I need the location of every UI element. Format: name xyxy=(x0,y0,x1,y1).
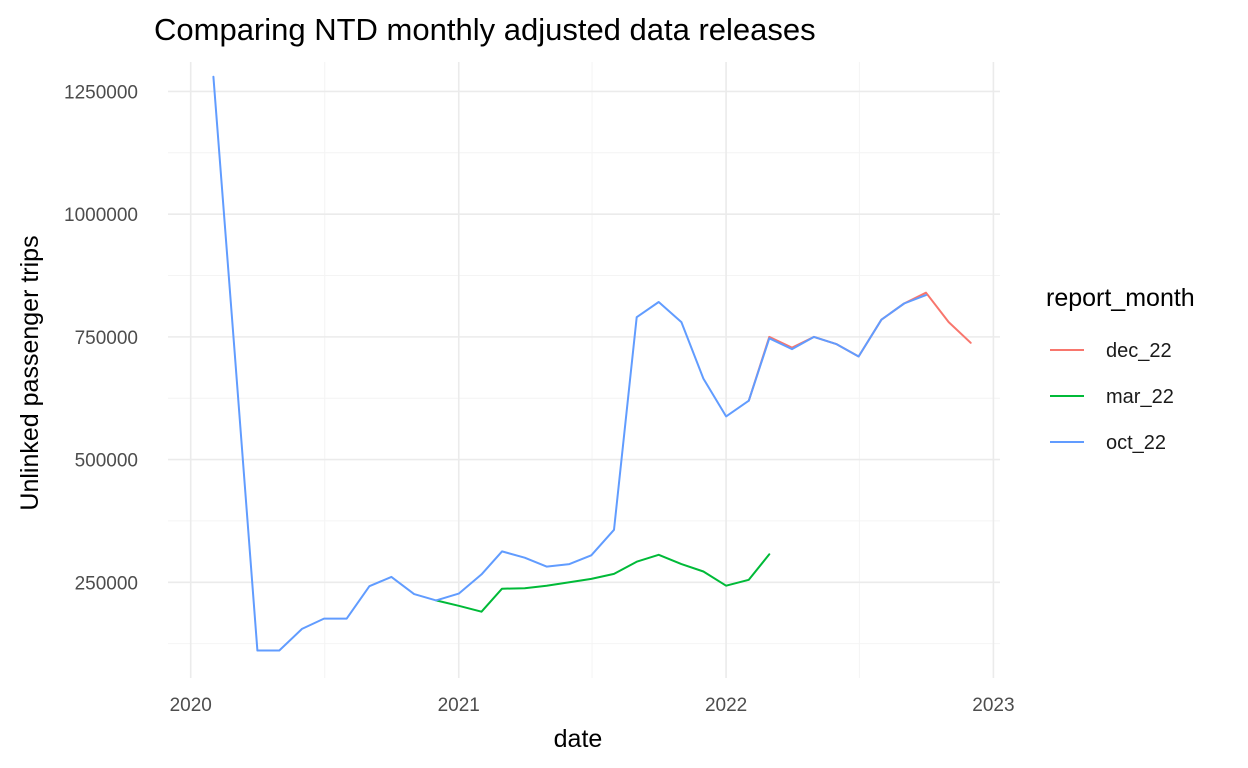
plot-panel xyxy=(168,62,1000,678)
y-tick-label: 500000 xyxy=(75,451,138,472)
x-axis-title: date xyxy=(554,725,603,753)
y-tick-label: 1000000 xyxy=(64,205,138,226)
legend-label-oct_22: oct_22 xyxy=(1106,432,1166,454)
series-lines xyxy=(212,75,972,652)
legend-label-dec_22: dec_22 xyxy=(1106,340,1172,362)
series-line-mar_22 xyxy=(435,553,771,613)
y-tick-label: 250000 xyxy=(75,573,138,594)
y-tick-label: 750000 xyxy=(75,328,138,349)
minor-gridlines xyxy=(168,62,1000,678)
y-axis-title: Unlinked passenger trips xyxy=(16,235,44,510)
legend-title: report_month xyxy=(1046,284,1195,312)
series-line-oct_22 xyxy=(212,75,927,652)
y-axis-ticks: 250000 500000 750000 1000000 1250000 xyxy=(64,82,138,594)
legend-label-mar_22: mar_22 xyxy=(1106,386,1174,408)
x-tick-label: 2022 xyxy=(705,695,747,716)
y-tick-label: 1250000 xyxy=(64,82,138,103)
legend: report_month dec_22 mar_22 oct_22 xyxy=(1046,284,1195,454)
x-tick-label: 2020 xyxy=(170,695,212,716)
x-tick-label: 2023 xyxy=(972,695,1014,716)
legend-items: dec_22 mar_22 oct_22 xyxy=(1050,340,1174,454)
x-axis-ticks: 2020 2021 2022 2023 xyxy=(170,695,1015,716)
chart-title: Comparing NTD monthly adjusted data rele… xyxy=(154,12,816,47)
x-tick-label: 2021 xyxy=(438,695,480,716)
major-gridlines xyxy=(168,62,1000,678)
